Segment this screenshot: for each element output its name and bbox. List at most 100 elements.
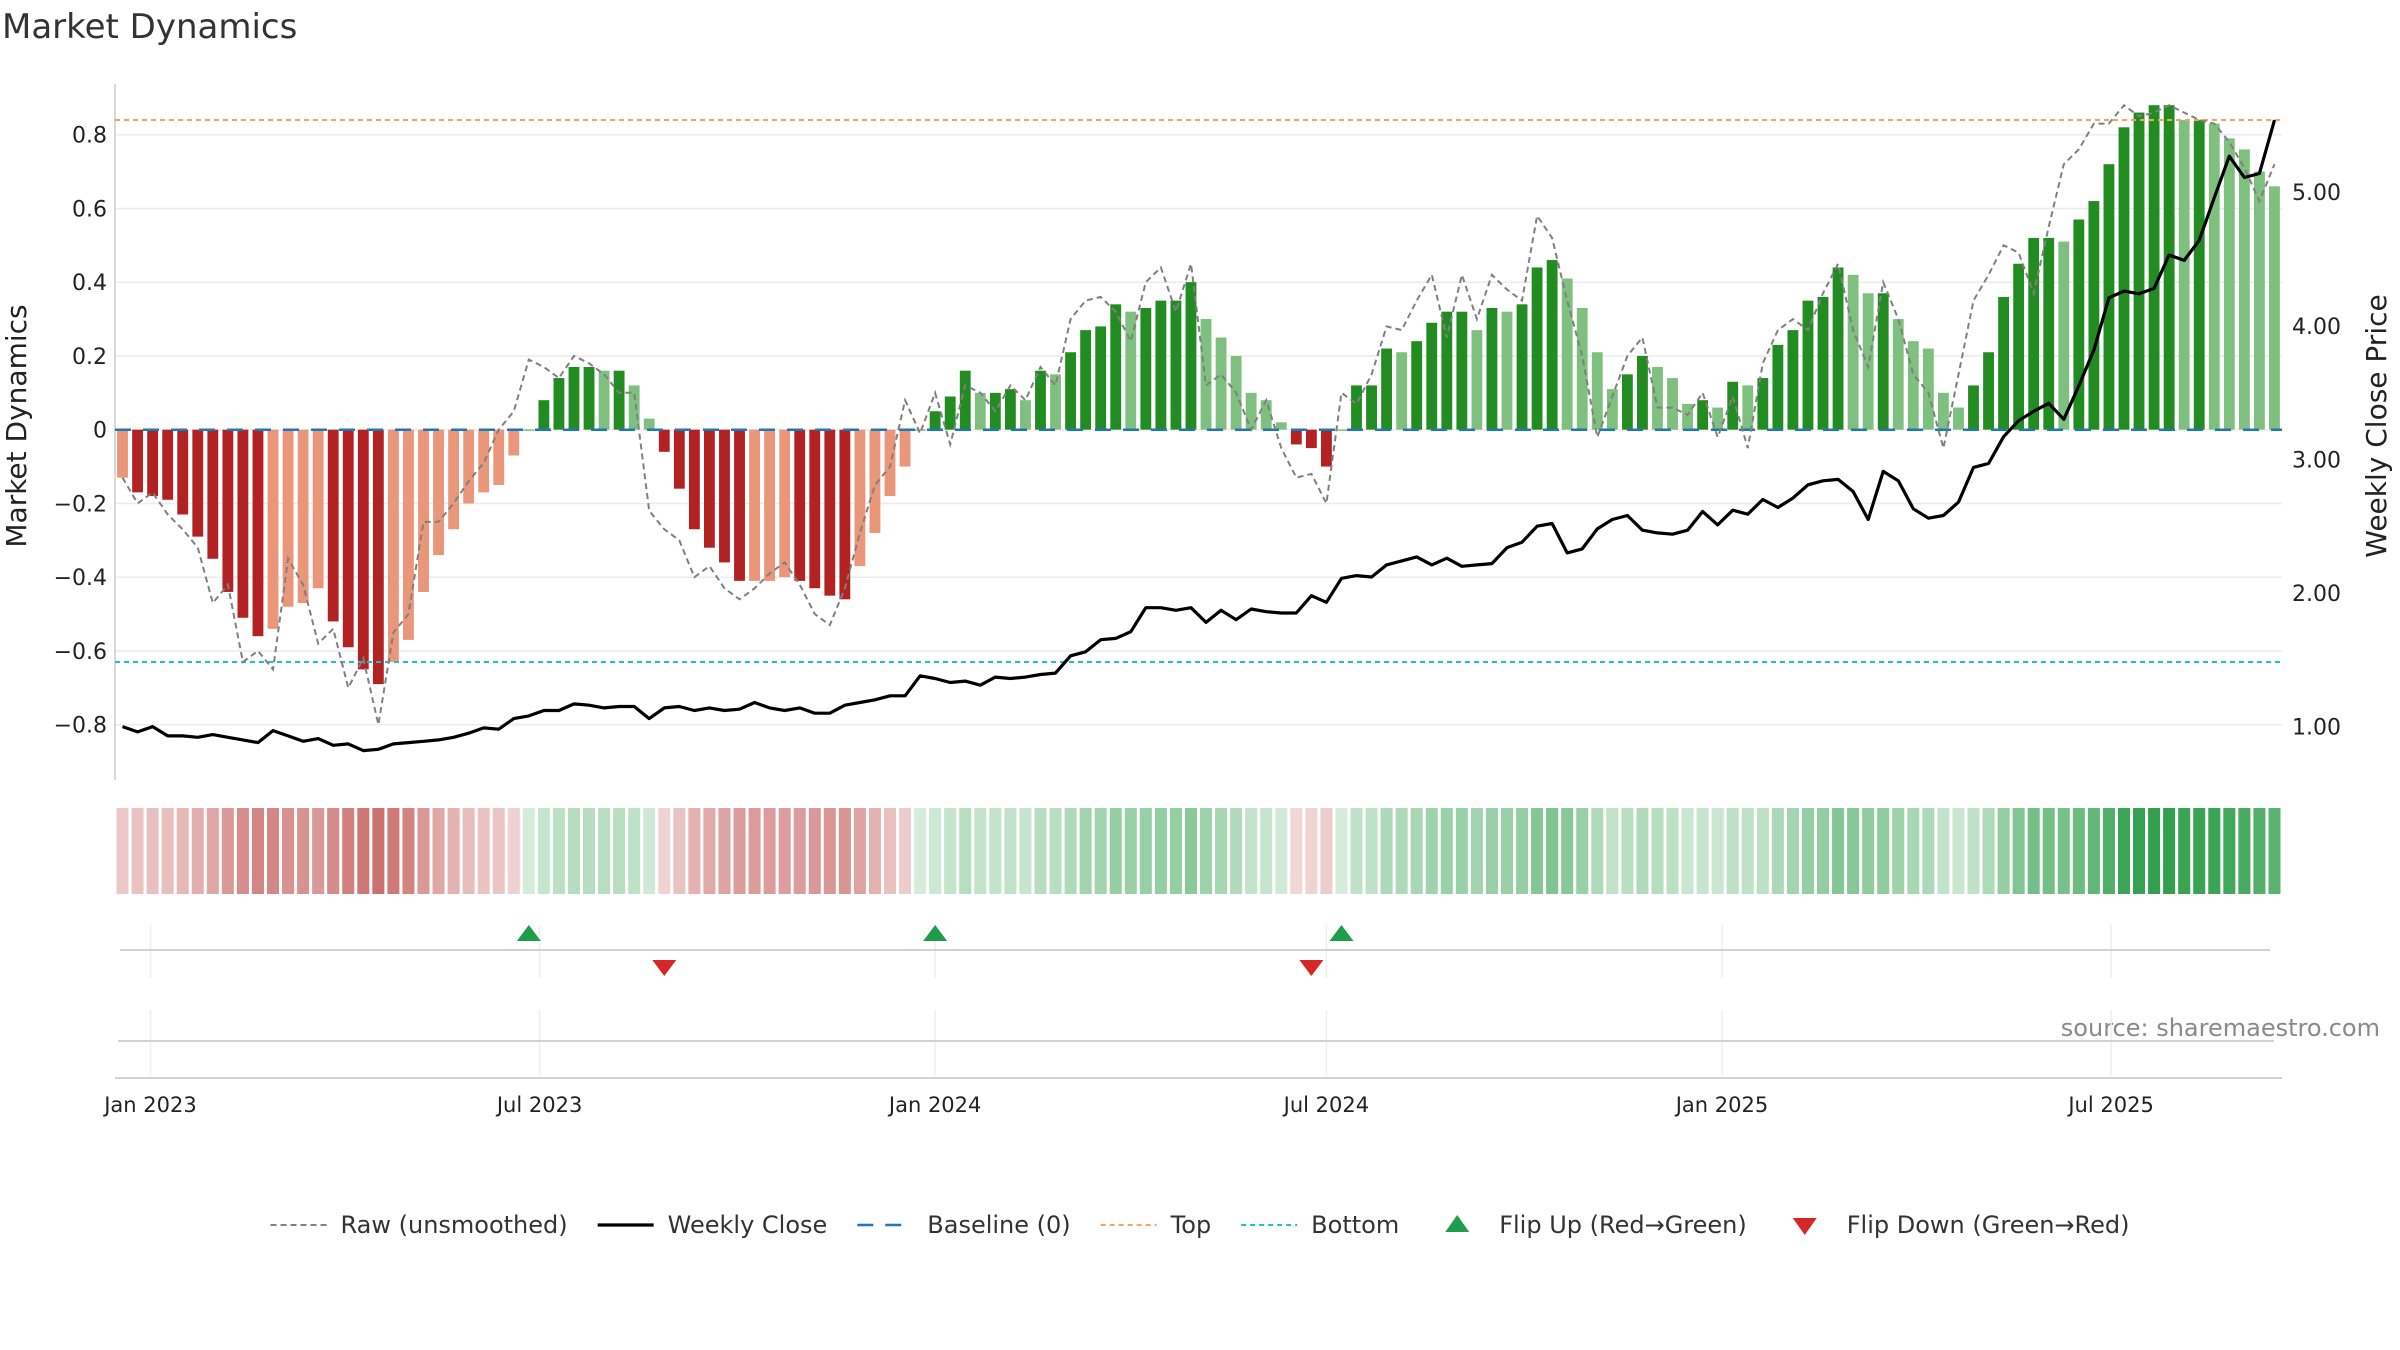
regime-cell	[116, 808, 129, 894]
dynamics-bar	[779, 429, 791, 578]
regime-cell	[1771, 808, 1784, 894]
regime-cell	[793, 808, 806, 894]
regime-cell	[703, 808, 716, 894]
regime-cell	[1200, 808, 1213, 894]
regime-cell	[1079, 808, 1092, 894]
regime-cell	[1636, 808, 1649, 894]
dynamics-bar	[387, 429, 399, 662]
dynamics-bar	[297, 429, 309, 603]
dynamics-bar	[252, 429, 264, 637]
regime-cell	[1681, 808, 1694, 894]
dynamics-bar	[1486, 308, 1498, 430]
dynamics-bar	[914, 429, 926, 431]
y-tick-label: 0	[93, 419, 107, 444]
regime-cell	[417, 808, 430, 894]
regime-cell	[221, 808, 234, 894]
x-tick-label: Jul 2024	[1282, 1093, 1369, 1117]
dynamics-bar	[1682, 403, 1693, 430]
regime-cell	[1997, 808, 2010, 894]
dynamics-bar	[1275, 422, 1287, 430]
legend-label: Weekly Close	[668, 1211, 828, 1239]
dynamics-bar	[944, 396, 956, 430]
dynamics-bar	[1561, 278, 1573, 430]
regime-cell	[853, 808, 866, 894]
regime-cell	[1847, 808, 1860, 894]
dynamics-bar	[2013, 263, 2025, 430]
dynamics-bar	[207, 429, 219, 559]
regime-cell	[2253, 808, 2266, 894]
regime-cell	[1756, 808, 1769, 894]
regime-cell	[1816, 808, 1830, 894]
dynamics-bar	[1606, 389, 1618, 430]
regime-cell	[1561, 808, 1574, 894]
regime-cell	[1892, 808, 1905, 894]
regime-cell	[1245, 808, 1258, 894]
dynamics-bar	[403, 429, 414, 640]
dynamics-bar	[1712, 407, 1724, 430]
dynamics-bar	[824, 429, 836, 596]
regime-cell	[1832, 808, 1845, 894]
y2-axis-label: Weekly Close Price	[2360, 294, 2393, 557]
dynamics-bar	[1336, 429, 1347, 431]
dynamics-bar	[1260, 400, 1272, 430]
regime-cell	[1184, 808, 1197, 894]
regime-cell	[1651, 808, 1664, 894]
regime-cell	[1877, 808, 1890, 894]
dynamics-bar	[162, 429, 174, 500]
regime-cell	[176, 808, 189, 894]
flip-down-marker	[1299, 960, 1324, 976]
dynamics-bar	[2133, 112, 2145, 430]
regime-cell	[2027, 808, 2040, 894]
y2-tick-label: 4.00	[2292, 315, 2341, 340]
dynamics-bar	[1080, 330, 1092, 430]
dynamics-bar	[1576, 308, 1588, 430]
main-panel: −0.8 −0.6 −0.4 −0.2 0 0.2 0.4 0.6 0.8 1.00 2.00 3.0…	[0, 84, 2393, 780]
regime-cell	[507, 808, 520, 894]
y-tick-label: −0.2	[54, 492, 107, 517]
dynamics-bar	[1396, 352, 1408, 430]
regime-cell	[447, 808, 460, 894]
regime-cell	[733, 808, 746, 894]
dynamics-bar	[132, 429, 143, 493]
x-tick-label: Jan 2025	[1674, 1093, 1769, 1117]
dynamics-bar	[2193, 119, 2205, 430]
regime-cell	[1741, 808, 1754, 894]
dynamics-bar	[974, 392, 986, 430]
regime-cell	[477, 808, 490, 894]
x-tick-label: Jul 2025	[2066, 1093, 2153, 1117]
regime-cell	[944, 808, 957, 894]
dynamics-bar	[177, 429, 189, 515]
dynamics-bar	[493, 429, 505, 485]
legend-label: Flip Up (Red→Green)	[1499, 1211, 1747, 1239]
regime-cell	[1801, 808, 1814, 894]
dynamics-bar	[1832, 267, 1844, 430]
dynamics-bar	[2223, 138, 2235, 430]
dynamics-bar	[1155, 300, 1167, 430]
regime-cell	[1004, 808, 1017, 894]
regime-cell	[1862, 808, 1875, 894]
dynamics-bar	[1140, 308, 1152, 430]
y2-tick-label: 1.00	[2292, 716, 2341, 741]
dynamics-bar	[568, 367, 580, 430]
regime-cell	[1967, 808, 1980, 894]
dynamics-bar	[1637, 355, 1648, 430]
dynamics-bar	[794, 429, 806, 581]
dynamics-bar	[147, 429, 159, 497]
dynamics-bar	[1937, 392, 1949, 430]
dynamics-bar	[1095, 326, 1107, 430]
y2-tick-label: 3.00	[2292, 448, 2341, 473]
dynamics-bar	[312, 429, 324, 589]
dynamics-bar	[658, 429, 670, 452]
dynamics-bar	[463, 429, 475, 504]
y-tick-label: 0.4	[72, 271, 107, 296]
dynamics-bar	[854, 429, 866, 567]
regime-cell	[1546, 808, 1559, 894]
regime-cell	[1726, 808, 1739, 894]
x-tick-label: Jan 2024	[887, 1093, 982, 1117]
dynamics-bar	[448, 429, 460, 530]
dynamics-bar	[2043, 237, 2055, 430]
x-tick-label: Jul 2023	[495, 1093, 582, 1117]
regime-cell	[748, 808, 761, 894]
dynamics-bar	[1125, 311, 1137, 430]
